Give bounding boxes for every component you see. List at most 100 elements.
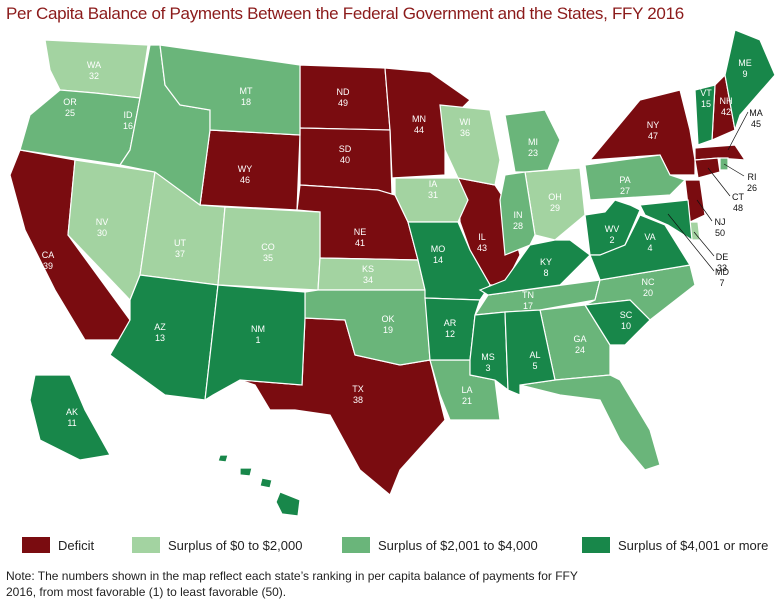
state-rank: 25 [65,108,75,118]
state [504,309,556,396]
state-abbr: PA [619,175,630,185]
state-rank: 42 [721,107,731,117]
state-rank: 43 [477,243,487,253]
state-abbr: ND [337,87,350,97]
state-abbr: NH [720,96,733,106]
state [304,289,431,366]
state-rank: 33 [717,263,727,273]
state-rank: 2 [609,235,614,245]
state-abbr: MO [431,244,446,254]
legend-swatch [132,537,160,553]
state-rank: 32 [89,71,99,81]
state-rank: 41 [355,238,365,248]
legend-item: Deficit [22,537,94,553]
state-abbr: IN [514,210,523,220]
state [694,84,716,146]
state-rank: 18 [241,97,251,107]
state-abbr: SC [620,310,633,320]
state [694,157,721,179]
leader-line [693,231,715,257]
state-abbr: ME [738,58,752,68]
state-rank: 9 [742,69,747,79]
state [694,144,747,161]
state-abbr: IL [478,232,486,242]
state-abbr: TX [352,384,364,394]
state-abbr: ID [124,110,134,120]
state-rank: 11 [67,418,76,428]
state [519,374,661,471]
state-rank: 15 [701,99,711,109]
state-rank: 26 [747,183,757,193]
state-rank: 14 [433,255,443,265]
state [317,257,426,291]
legend-label: Surplus of $2,001 to $4,000 [378,537,538,553]
state-abbr: AL [529,350,540,360]
state [589,214,692,281]
state-rank: 36 [460,128,470,138]
legend-item: Surplus of $2,001 to $4,000 [342,537,538,553]
state-abbr: DE [716,252,729,262]
state-abbr: TN [522,290,534,300]
state-abbr: HI [258,485,267,495]
state-abbr: MA [749,108,763,118]
state-rank: 21 [462,396,472,406]
state-rank: 45 [751,119,761,129]
state-rank: 37 [175,249,185,259]
state [204,284,306,402]
legend-label: Surplus of $4,001 or more [618,537,769,553]
state-rank: 17 [523,301,533,311]
state-rank: 48 [733,203,743,213]
state-rank: 35 [263,253,273,263]
state-abbr: IA [429,179,438,189]
state [217,454,301,517]
legend-swatch [342,537,370,553]
state-abbr: UT [174,238,186,248]
state-abbr: MS [481,352,495,362]
state-rank: 12 [445,329,455,339]
legend-label: Deficit [58,537,95,553]
leader-line [727,111,749,151]
leader-line [723,163,745,177]
state [29,374,111,461]
state-rank: 40 [340,155,350,165]
state [724,29,776,131]
state-abbr: NJ [715,217,726,227]
state-rank: 13 [155,333,165,343]
state [584,154,687,201]
state-abbr: RI [748,172,757,182]
state-abbr: OK [381,314,394,324]
state-abbr: WA [87,60,101,70]
state-rank: 39 [43,261,53,271]
state [583,299,651,346]
state-rank: 3 [485,363,490,373]
state-abbr: FL [647,407,658,417]
state-abbr: AR [444,318,457,328]
leader-line [707,167,731,197]
state-rank: 27 [620,186,630,196]
state-rank: 1 [255,335,260,345]
state-rank: 46 [240,175,250,185]
state-abbr: SD [339,144,352,154]
state-rank: 23 [528,148,538,158]
state-abbr: NE [354,227,367,237]
state-rank: 10 [621,321,631,331]
state-abbr: GA [573,334,586,344]
state-abbr: KS [362,264,374,274]
state [159,44,301,136]
state-abbr: VT [700,88,712,98]
state-rank: 20 [643,288,653,298]
legend-swatch [582,537,610,553]
state-abbr: VA [644,232,655,242]
state-abbr: OR [63,97,77,107]
state-rank: 29 [550,203,560,213]
leader-line [667,213,715,272]
state-rank: 19 [383,325,393,335]
state-abbr: NV [96,217,109,227]
state-abbr: AK [66,407,78,417]
state-rank: 31 [428,190,438,200]
legend-label: Surplus of $0 to $2,000 [168,537,303,553]
state-abbr: AZ [154,322,166,332]
state-abbr: MN [412,114,426,124]
state [478,239,591,296]
state-abbr: LA [461,385,472,395]
